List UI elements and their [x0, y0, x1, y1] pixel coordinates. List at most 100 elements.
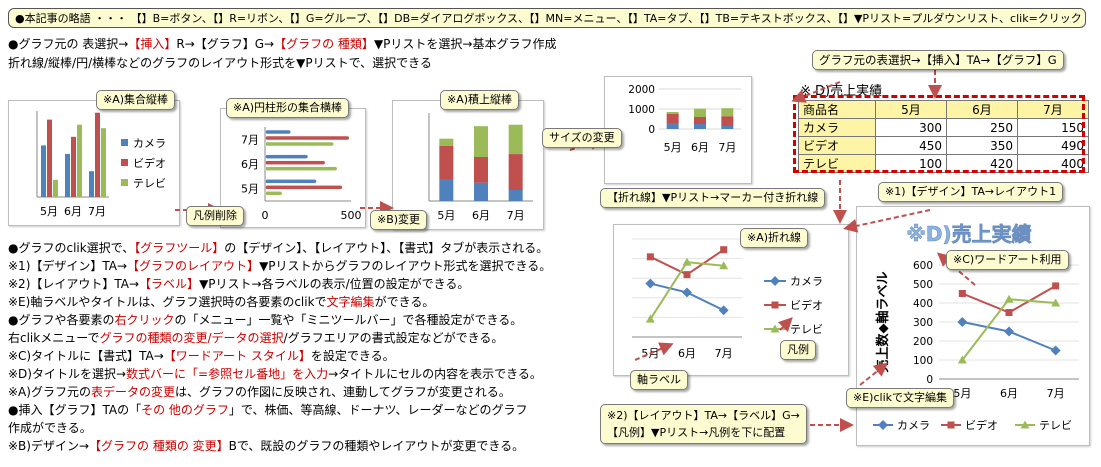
- intro-chart-type: 【グラフの 種類】: [274, 37, 374, 51]
- bar: [666, 112, 679, 114]
- abbreviation-legend: ●本記事の略語 ・・・ 【】B=ボタン、【】R=リボン、【】G=グループ、【】D…: [8, 8, 1086, 28]
- body-line-part: の「: [174, 313, 199, 327]
- body-line: ※E)軸ラベルやタイトルは、グラフ選択時の各要素のclikで文字編集ができる。: [8, 294, 434, 310]
- legend-label: テレビ: [133, 177, 166, 190]
- bar: [264, 135, 350, 141]
- line-point: [947, 421, 955, 429]
- table-cell[interactable]: 400: [1017, 154, 1089, 173]
- table-cell[interactable]: テレビ: [798, 154, 876, 173]
- tick-label: 6月: [64, 205, 82, 218]
- bar: [439, 138, 454, 146]
- intro-text: ▼Pリストを選択→基本グラフ作成: [373, 37, 557, 51]
- chart-panel-line-layout1[interactable]: ※D)売上実績 0 100 200 300 400 500 600 売上数◆軸ラベル 5月 6月 7月…: [856, 206, 1090, 446]
- legend-swatch: [121, 159, 128, 166]
- table-header-row: 商品名 5月 6月 7月: [798, 100, 1089, 119]
- bar: [264, 141, 335, 147]
- body-line-part: メニュー」一覧や「ミニツールバー」で各種設定ができる。: [198, 313, 523, 327]
- tick-label: 6月: [472, 209, 490, 222]
- bar: [41, 145, 46, 197]
- tick-label: 0: [926, 374, 933, 386]
- table-cell[interactable]: カメラ: [798, 118, 876, 137]
- table-header-cell: 6月: [946, 100, 1018, 119]
- table-cell[interactable]: 420: [946, 154, 1018, 173]
- tick-label: 600: [913, 260, 933, 272]
- line-point: [645, 278, 656, 289]
- bar: [77, 124, 82, 197]
- chart-panel-stacked-column[interactable]: 5月 6月 7月: [392, 100, 544, 230]
- line-point: [1052, 282, 1060, 290]
- note-axis-label: 軸ラベル: [630, 370, 688, 390]
- legend-swatch: [121, 139, 128, 146]
- table-header-cell: 5月: [875, 100, 947, 119]
- body-line-part: 書式設定などができる。: [371, 331, 504, 345]
- tick-label: 400: [913, 298, 933, 310]
- table-row: テレビ 100 420 400: [798, 154, 1089, 173]
- note-clik-edit: ※E)clikで文字編集: [846, 388, 954, 408]
- bar: [439, 146, 454, 179]
- bar: [264, 191, 283, 196]
- body-line-part: ●挿入【グラフ】TAの「: [8, 403, 142, 417]
- body-line-part: 【グラフの 種類の 変更】: [89, 439, 229, 453]
- body-line: 作成ができる。: [8, 420, 92, 436]
- bar: [721, 116, 734, 126]
- line-point: [1050, 345, 1061, 356]
- body-line-part: グラフの種類の変更/データの選択: [99, 331, 284, 345]
- body-line-part: 【グラフツール】: [134, 241, 225, 255]
- table-row: カメラ 300 250 150: [798, 118, 1089, 137]
- table-cell[interactable]: ビデオ: [798, 136, 876, 155]
- bar: [694, 117, 706, 124]
- body-line: ※B)デザイン→【グラフの 種類の 変更】Bで、既設のグラフの種類やレイアウトが…: [8, 438, 524, 454]
- table-cell[interactable]: 100: [875, 154, 947, 173]
- bar: [53, 179, 58, 197]
- tick-label: 7月: [88, 205, 106, 218]
- note-word-art: ※C)ワードアート利用: [946, 250, 1069, 270]
- table-cell[interactable]: 150: [1017, 118, 1089, 137]
- body-line-part: 【ワードアート スタイル】: [163, 349, 311, 363]
- y-axis-label: 売上数◆軸ラベル: [875, 272, 891, 373]
- tick-label: 6月: [241, 158, 259, 171]
- note-layout1: ※1)【デザイン】TA→レイアウト1: [878, 182, 1064, 202]
- note-line-chart: ※A)折れ線: [740, 228, 809, 248]
- intro-insert: 【挿入】: [128, 37, 177, 51]
- table-header-cell: 商品名: [798, 100, 876, 119]
- body-line-part: ※B)デザイン→: [8, 439, 90, 453]
- tick-label: 7月: [718, 141, 736, 154]
- tick-label: 300: [913, 317, 933, 329]
- tick-label: 1000: [628, 104, 655, 116]
- bar: [508, 154, 523, 190]
- chart-panel-clustered-column[interactable]: 5月 6月 7月 カメラ ビデオ テレビ: [8, 100, 180, 226]
- tick-label: 5月: [241, 183, 259, 196]
- line-point: [719, 261, 729, 270]
- tick-label: 7月: [1047, 387, 1065, 400]
- note-line: ※2)【レイアウト】TA→【ラベル】G→: [607, 409, 800, 422]
- note-size-change: サイズの変更: [542, 128, 622, 148]
- note-line-marker: 【折れ線】▼Pリスト→マーカー付き折れ線: [600, 188, 826, 208]
- body-line-part: 【グラフのレイアウト】: [127, 259, 260, 273]
- line-point: [682, 257, 692, 266]
- bar: [694, 108, 706, 117]
- note-legend: 凡例: [780, 340, 816, 360]
- note-line: 【凡例】▼Pリスト→凡例を下に配置: [607, 426, 786, 439]
- table-cell[interactable]: 300: [875, 118, 947, 137]
- line-point: [770, 276, 780, 286]
- line-point: [878, 420, 888, 430]
- tick-label: 500: [913, 279, 933, 291]
- bar: [474, 157, 488, 183]
- bar: [47, 119, 52, 197]
- note-legend-delete: 凡例削除: [186, 206, 244, 226]
- body-line: ※1)【デザイン】TA→【グラフのレイアウト】▼Pリストからグラフのレイアウト形…: [8, 258, 551, 274]
- body-line: 右clikメニューでグラフの種類の変更/データの選択/グラフエリアの書式設定など…: [8, 330, 503, 346]
- bar: [65, 154, 70, 197]
- line-point: [646, 253, 654, 261]
- bar: [474, 126, 488, 157]
- tick-label: 2000: [628, 84, 655, 96]
- tick-label: 500: [341, 209, 362, 222]
- chart-panel-small-stacked[interactable]: 0 1000 2000 5月 6月 7月: [604, 76, 752, 184]
- legend-label: ビデオ: [790, 298, 823, 312]
- body-line-part: ●グラフのclik選択で、: [8, 241, 135, 255]
- table-cell[interactable]: 350: [946, 136, 1018, 155]
- table-cell[interactable]: 490: [1017, 136, 1089, 155]
- bar: [721, 126, 734, 129]
- bar: [264, 185, 343, 190]
- body-line-part: ができる。: [374, 295, 435, 309]
